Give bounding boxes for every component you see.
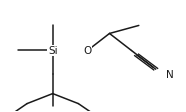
Text: O: O [83, 46, 92, 56]
Text: Si: Si [48, 46, 57, 56]
Text: N: N [166, 69, 174, 79]
